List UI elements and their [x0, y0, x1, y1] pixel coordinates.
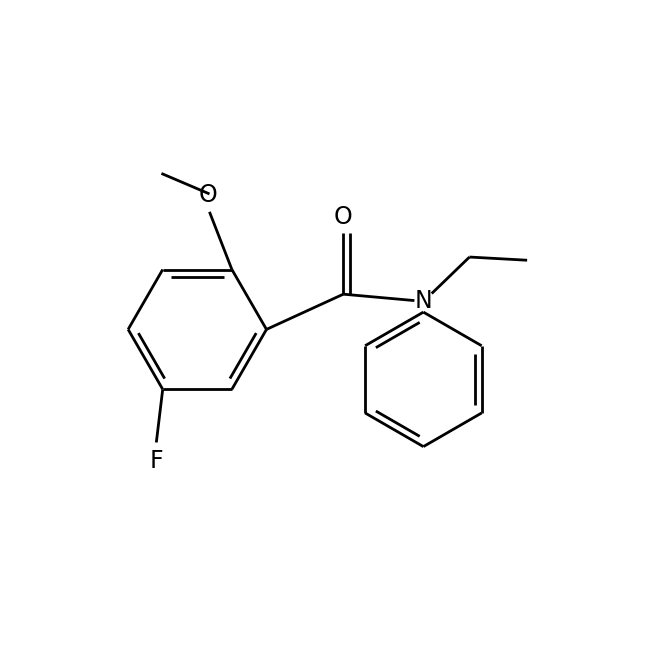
Text: F: F: [149, 449, 163, 473]
Text: N: N: [415, 289, 432, 313]
Text: O: O: [199, 183, 218, 207]
Text: O: O: [334, 205, 352, 229]
